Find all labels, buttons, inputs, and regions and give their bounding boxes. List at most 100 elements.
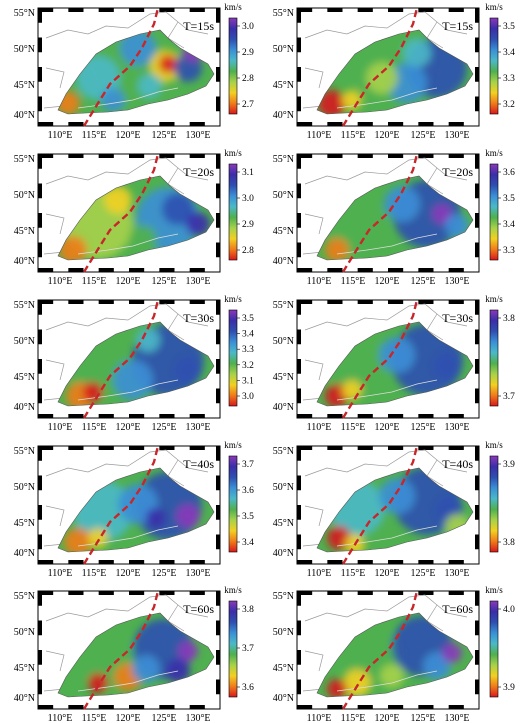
longitude-label: 115°E [341, 422, 366, 433]
colorbar-gradient [228, 17, 238, 115]
colorbar-gradient [228, 455, 238, 553]
colorbar-tick: 2.7 [242, 100, 254, 110]
longitude-label: 110°E [307, 130, 332, 141]
longitude-label: 115°E [341, 713, 366, 723]
longitude-label: 120°E [374, 713, 399, 723]
longitude-label: 125°E [151, 713, 176, 723]
colorbar-unit: km/s [485, 294, 503, 304]
longitude-label: 130°E [185, 713, 210, 723]
longitude-label: 115°E [341, 276, 366, 287]
map-panel-5: T=30s 55°N 50°N 45°N 40°N 110°E 115°E 120°E 125°… [14, 299, 221, 433]
latitude-label: 50°N [273, 482, 294, 493]
fault-line [82, 445, 160, 565]
latitude-label: 55°N [273, 8, 294, 19]
longitude-label: 120°E [115, 713, 140, 723]
latitude-label: 55°N [273, 300, 294, 311]
colorbar-gradient [489, 163, 499, 261]
latitude-label: 40°N [14, 548, 35, 559]
colorbar-tick: 4.0 [503, 605, 515, 615]
longitude-label: 125°E [410, 422, 435, 433]
longitude-label: 125°E [151, 130, 176, 141]
latitude-label: 45°N [273, 518, 294, 529]
colorbar-tick: 3.6 [503, 168, 515, 178]
colorbar-gradient [489, 455, 499, 553]
colorbar-tick: 3.2 [503, 100, 515, 110]
colorbar-tick: 3.5 [503, 22, 515, 32]
longitude-label: 115°E [82, 568, 107, 579]
fault-line [82, 299, 160, 419]
longitude-label: 115°E [82, 130, 107, 141]
map-panel-3: T=20s 55°N 50°N 45°N 40°N 110°E 115°E 120°E 125°… [14, 153, 221, 287]
longitude-label: 110°E [307, 713, 332, 723]
longitude-label: 115°E [341, 130, 366, 141]
longitude-label: 125°E [410, 713, 435, 723]
colorbar-gradient [228, 600, 238, 698]
longitude-label: 110°E [48, 568, 73, 579]
colorbar-gradient [489, 600, 499, 698]
colorbar-tick: 3.0 [242, 194, 254, 204]
latitude-label: 45°N [273, 226, 294, 237]
latitude-label: 45°N [273, 663, 294, 674]
latitude-label: 40°N [273, 256, 294, 267]
latitude-label: 50°N [14, 482, 35, 493]
velocity-field [58, 613, 214, 697]
longitude-label: 120°E [374, 422, 399, 433]
colorbar-unit: km/s [224, 148, 242, 158]
fault-line [82, 153, 160, 273]
latitude-label: 45°N [14, 80, 35, 91]
latitude-label: 50°N [273, 44, 294, 55]
longitude-label: 115°E [341, 568, 366, 579]
longitude-label: 115°E [82, 276, 107, 287]
colorbar-tick: 3.6 [242, 486, 254, 496]
latitude-label: 55°N [273, 154, 294, 165]
colorbar-tick: 3.5 [242, 314, 254, 324]
colorbar-tick: 3.4 [242, 330, 254, 340]
longitude-label: 120°E [115, 422, 140, 433]
longitude-label: 120°E [374, 130, 399, 141]
period-label: T=40s [183, 457, 214, 471]
fault-line [82, 7, 160, 127]
colorbar-unit: km/s [485, 148, 503, 158]
colorbar-tick: 3.9 [503, 460, 515, 470]
latitude-label: 55°N [14, 8, 35, 19]
latitude-label: 40°N [273, 402, 294, 413]
latitude-label: 40°N [273, 693, 294, 704]
longitude-label: 130°E [444, 568, 469, 579]
latitude-label: 50°N [273, 336, 294, 347]
longitude-label: 110°E [307, 276, 332, 287]
longitude-label: 130°E [444, 276, 469, 287]
longitude-label: 125°E [410, 568, 435, 579]
colorbar-unit: km/s [224, 585, 242, 595]
colorbar-tick: 3.5 [242, 512, 254, 522]
longitude-label: 110°E [307, 568, 332, 579]
latitude-label: 55°N [14, 300, 35, 311]
colorbar: km/s3.7 3.6 3.5 3.4 [224, 440, 254, 553]
longitude-label: 115°E [82, 422, 107, 433]
colorbar-tick: 3.0 [242, 22, 254, 32]
colorbar-tick: 3.7 [242, 460, 254, 470]
fault-line [341, 153, 419, 273]
longitude-label: 120°E [115, 568, 140, 579]
colorbar-tick: 3.1 [242, 376, 254, 386]
fault-line [341, 445, 419, 565]
longitude-label: 125°E [151, 276, 176, 287]
latitude-label: 50°N [14, 627, 35, 638]
fault-line [341, 590, 419, 710]
latitude-label: 50°N [14, 336, 35, 347]
latitude-label: 55°N [14, 591, 35, 602]
latitude-label: 45°N [273, 80, 294, 91]
fault-line [341, 299, 419, 419]
longitude-label: 120°E [115, 276, 140, 287]
map-panel-6: T=30s 55°N 50°N 45°N 40°N 110°E 115°E 120°E 125°… [273, 299, 480, 433]
colorbar: km/s3.8 3.7 3.6 [224, 585, 254, 698]
latitude-label: 45°N [14, 518, 35, 529]
fault-line [82, 590, 160, 710]
colorbar-tick: 3.4 [503, 48, 515, 58]
latitude-label: 55°N [273, 446, 294, 457]
period-label: T=60s [183, 602, 214, 616]
colorbar: km/s4.0 3.9 [485, 585, 515, 698]
colorbar-tick: 2.9 [242, 220, 254, 230]
longitude-label: 110°E [48, 713, 73, 723]
colorbar: km/s3.9 3.8 [485, 440, 515, 553]
latitude-label: 40°N [273, 110, 294, 121]
